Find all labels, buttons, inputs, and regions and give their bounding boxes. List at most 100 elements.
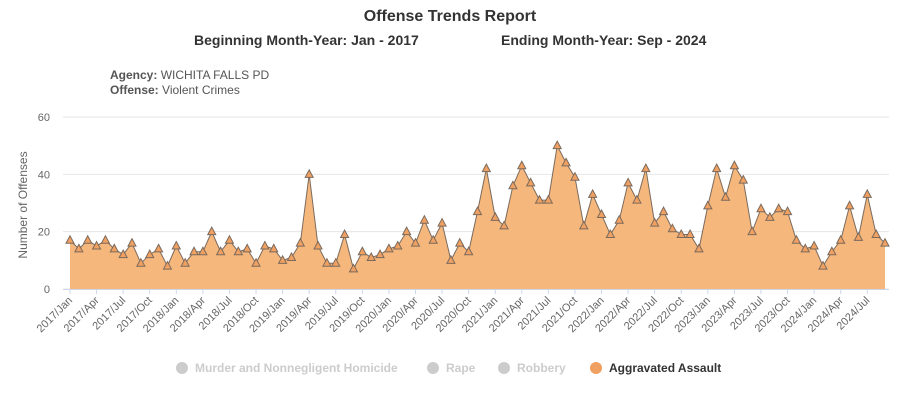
data-point-marker bbox=[835, 234, 846, 244]
agency-line: Agency: WICHITA FALLS PD bbox=[110, 68, 269, 82]
data-point-marker bbox=[773, 203, 784, 213]
legend-dot-icon bbox=[176, 362, 188, 374]
agency-value: WICHITA FALLS PD bbox=[160, 68, 270, 82]
data-point-marker bbox=[578, 220, 589, 230]
data-point-marker bbox=[534, 194, 545, 204]
data-point-marker bbox=[818, 260, 828, 270]
data-point-marker bbox=[800, 243, 811, 253]
data-point-marker bbox=[454, 237, 465, 247]
data-point-marker bbox=[65, 234, 75, 244]
data-point-marker bbox=[260, 240, 270, 250]
legend-item-robbery[interactable]: Robbery bbox=[498, 361, 566, 375]
data-point-marker bbox=[605, 228, 616, 239]
data-point-marker bbox=[330, 257, 341, 267]
data-point-marker bbox=[827, 246, 837, 256]
report-title: Offense Trends Report bbox=[363, 8, 537, 25]
chart-legend: Murder and Nonnegligent Homicide Rape Ro… bbox=[0, 361, 900, 379]
series-area bbox=[70, 145, 885, 289]
y-tick-label: 40 bbox=[38, 169, 50, 181]
data-point-marker bbox=[313, 240, 323, 250]
data-point-marker bbox=[127, 237, 137, 247]
data-point-marker bbox=[472, 206, 483, 216]
data-point-marker bbox=[623, 177, 633, 187]
legend-label: Rape bbox=[446, 361, 476, 375]
data-point-marker bbox=[348, 263, 359, 273]
agency-label: Agency: bbox=[110, 68, 158, 82]
data-point-marker bbox=[561, 157, 571, 167]
data-point-marker bbox=[215, 246, 226, 256]
data-point-marker bbox=[153, 243, 164, 253]
data-point-marker bbox=[162, 260, 173, 270]
data-point-marker bbox=[171, 240, 182, 250]
data-point-marker bbox=[720, 191, 731, 201]
beginning-month-year: Beginning Month-Year: Jan - 2017 bbox=[194, 32, 419, 48]
data-point-marker bbox=[109, 243, 120, 253]
data-point-marker bbox=[481, 163, 492, 173]
data-point-marker bbox=[711, 163, 722, 173]
offense-line: Offense: Violent Crimes bbox=[110, 83, 240, 97]
data-point-marker bbox=[862, 188, 873, 198]
data-point-marker bbox=[543, 194, 554, 204]
data-point-marker bbox=[251, 257, 261, 267]
data-point-marker bbox=[516, 160, 527, 170]
data-point-marker bbox=[118, 249, 128, 259]
data-point-marker bbox=[233, 246, 244, 256]
legend-item-murder[interactable]: Murder and Nonnegligent Homicide bbox=[176, 361, 398, 375]
data-point-marker bbox=[658, 206, 669, 216]
data-point-marker bbox=[791, 234, 802, 244]
data-point-marker bbox=[508, 180, 518, 190]
data-point-marker bbox=[357, 246, 368, 256]
data-point-marker bbox=[74, 243, 84, 253]
data-point-marker bbox=[180, 257, 190, 267]
data-point-marker bbox=[277, 254, 288, 264]
data-point-marker bbox=[614, 214, 625, 224]
data-point-marker bbox=[596, 208, 607, 218]
data-point-marker bbox=[295, 237, 306, 247]
data-point-marker bbox=[809, 240, 819, 250]
data-point-marker bbox=[853, 231, 864, 241]
data-point-marker bbox=[570, 171, 580, 181]
data-point-marker bbox=[224, 234, 235, 244]
data-point-marker bbox=[428, 234, 439, 244]
data-point-marker bbox=[206, 226, 217, 236]
data-point-marker bbox=[552, 140, 563, 150]
data-point-marker bbox=[685, 228, 695, 239]
data-point-marker bbox=[198, 246, 208, 256]
data-point-marker bbox=[871, 228, 881, 239]
data-point-marker bbox=[667, 223, 678, 233]
legend-item-aggravated-assault[interactable]: Aggravated Assault bbox=[590, 361, 721, 375]
legend-dot-icon bbox=[590, 362, 602, 374]
y-tick-label: 0 bbox=[44, 284, 50, 296]
data-point-marker bbox=[100, 234, 111, 244]
data-point-marker bbox=[587, 188, 598, 198]
ending-month-year: Ending Month-Year: Sep - 2024 bbox=[501, 32, 707, 48]
data-point-marker bbox=[702, 200, 713, 210]
data-point-marker bbox=[419, 214, 430, 224]
data-point-marker bbox=[499, 220, 509, 230]
data-point-marker bbox=[410, 237, 421, 247]
data-point-marker bbox=[632, 194, 642, 204]
data-point-marker bbox=[738, 174, 749, 184]
data-point-marker bbox=[242, 243, 253, 253]
data-point-marker bbox=[366, 251, 377, 261]
data-point-marker bbox=[880, 237, 890, 247]
data-point-marker bbox=[384, 243, 394, 253]
data-point-marker bbox=[339, 228, 350, 239]
data-point-marker bbox=[136, 257, 146, 267]
data-point-marker bbox=[437, 217, 447, 227]
data-point-marker bbox=[189, 246, 199, 256]
offense-label: Offense: bbox=[110, 83, 159, 97]
legend-item-rape[interactable]: Rape bbox=[427, 361, 475, 375]
data-point-marker bbox=[765, 211, 775, 221]
data-point-marker bbox=[286, 251, 297, 261]
data-point-marker bbox=[392, 240, 403, 250]
data-point-marker bbox=[649, 217, 660, 227]
y-tick-label: 20 bbox=[38, 227, 50, 239]
data-point-marker bbox=[446, 254, 456, 264]
legend-dot-icon bbox=[498, 362, 510, 374]
offense-value: Violent Crimes bbox=[162, 83, 240, 97]
legend-label: Robbery bbox=[517, 361, 566, 375]
data-point-marker bbox=[729, 160, 740, 170]
legend-label: Murder and Nonnegligent Homicide bbox=[195, 361, 398, 375]
